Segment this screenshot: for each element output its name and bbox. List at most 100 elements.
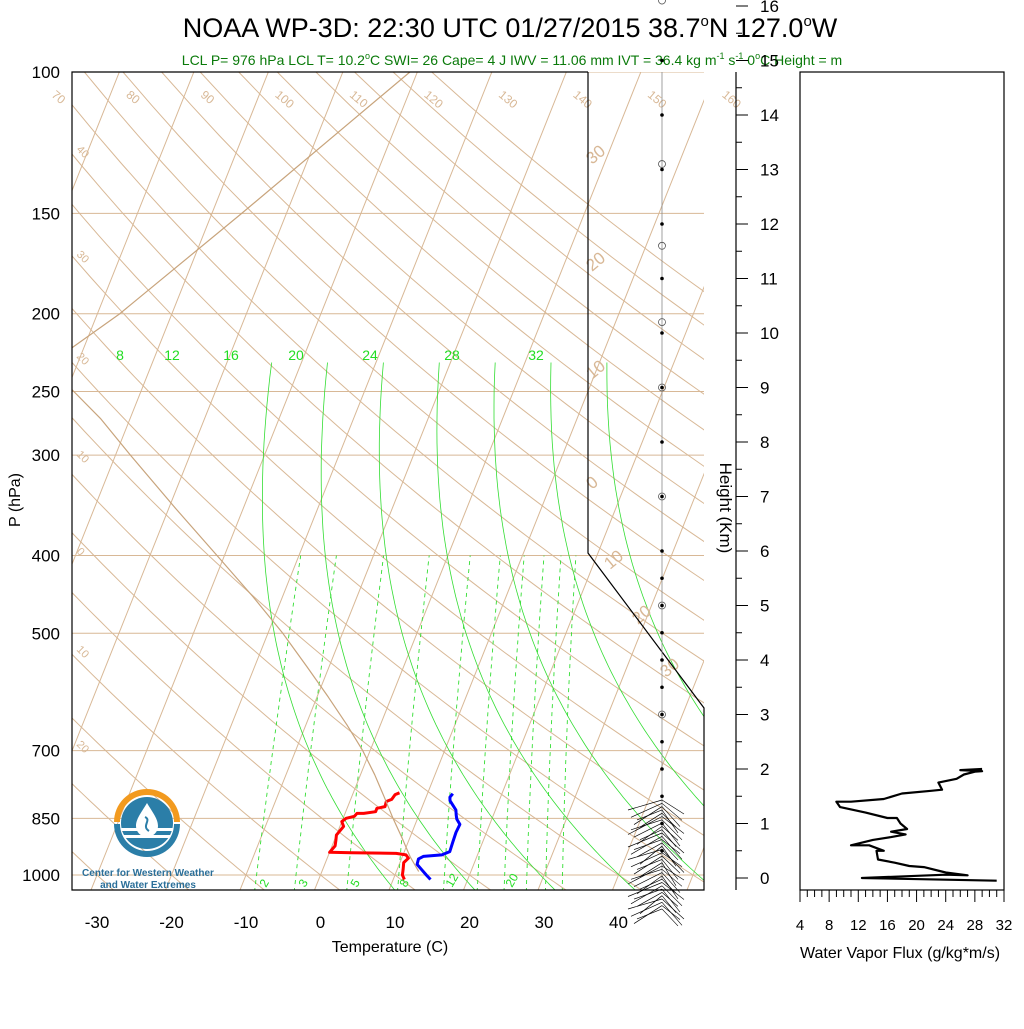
mixing-ratio-label-top: 32 (528, 347, 544, 363)
dewpoint-line (417, 794, 460, 880)
flux-tick-label: 28 (967, 917, 984, 934)
wind-dot (660, 740, 664, 744)
wind-barb (634, 840, 662, 850)
mixing-ratio-line (443, 556, 470, 893)
flux-tick-label: 32 (996, 917, 1013, 934)
dry-adiabat-line (123, 72, 1024, 892)
y-tick-label: 150 (32, 204, 60, 223)
dry-adiabat-line (0, 72, 645, 892)
dry-adiabat-line (0, 72, 418, 892)
y-axis-label: P (hPa) (7, 473, 24, 527)
chart-title-main: NOAA WP-3D: 22:30 UTC 01/27/2015 38.7 (183, 13, 701, 43)
isotherm-label-top: 80 (123, 88, 142, 108)
mixing-ratio-line (526, 556, 544, 893)
dry-adiabat-line (277, 72, 1024, 892)
height-tick-label: 12 (760, 215, 779, 234)
chart-subtitle: LCL P= 976 hPa LCL T= 10.2oC SWI= 26 Cap… (182, 51, 842, 68)
x-tick-label: -10 (234, 913, 259, 932)
dry-adiabat-line (393, 72, 1024, 892)
title-lon-degree: o (803, 13, 811, 30)
mixing-ratio-line (255, 556, 301, 893)
mixing-ratio-label-top: 28 (444, 347, 460, 363)
isotherm-line (90, 72, 417, 892)
cw3e-logo (114, 789, 180, 857)
isotherm-line (0, 72, 194, 892)
y-tick-label: 250 (32, 383, 60, 402)
flux-tick-label: 8 (825, 917, 833, 934)
height-tick-label: 15 (760, 52, 779, 71)
dry-adiabat-line (239, 72, 1024, 892)
dry-adiabat-line (7, 72, 1022, 892)
skewt-data (47, 72, 460, 880)
parcel-line (47, 72, 419, 872)
x-tick-label: -30 (85, 913, 110, 932)
mixing-ratio-label-top: 8 (116, 347, 124, 363)
isotherm-label-top: 140 (570, 88, 595, 112)
y-tick-label: 850 (32, 809, 60, 828)
isotherm-label-right: 30 (582, 141, 609, 168)
subtitle-part2: C SWI= 26 Cape= 4 J IWV = 11.06 mm IVT =… (370, 52, 717, 68)
isotherm-label-top: 160 (719, 88, 744, 112)
mixing-ratio-label-bottom: 3 (295, 876, 311, 889)
moist-line (379, 363, 557, 893)
isotherm-label-right: 10 (600, 546, 627, 573)
wind-dot (660, 794, 664, 798)
height-tick-label: 7 (760, 488, 769, 507)
height-tick-label: 1 (760, 815, 769, 834)
isotherm-label-left: 0 (74, 546, 87, 559)
wind-dot (660, 222, 664, 226)
wind-dot (660, 113, 664, 117)
isotherm-line (165, 72, 492, 892)
wind-barb (662, 850, 684, 873)
wind-barb (631, 902, 662, 916)
y-tick-label: 400 (32, 546, 60, 565)
y-tick-label: 300 (32, 446, 60, 465)
dry-adiabat-line (0, 72, 947, 892)
x-tick-label: 0 (316, 913, 325, 932)
x-tick-label: -20 (159, 913, 184, 932)
wind-barb (662, 853, 682, 867)
wind-dot (660, 658, 664, 662)
mixing-ratio-label-bottom: 12 (442, 871, 461, 890)
dry-adiabat-line (0, 72, 493, 892)
mixing-ratio-line (347, 556, 384, 893)
wind-calm-circle (659, 0, 666, 4)
title-lat-degree: o (701, 13, 709, 30)
height-tick-label: 13 (760, 161, 779, 180)
dry-adiabat-line (200, 72, 1024, 892)
logo-text-line2: and Water Extremes (100, 880, 196, 891)
height-tick-label: 5 (760, 597, 769, 616)
height-tick-label: 8 (760, 433, 769, 452)
height-tick-label: 0 (760, 869, 769, 888)
wind-dot (660, 549, 664, 553)
isotherm-label-right: 30 (656, 654, 683, 681)
mixing-ratio-label-bottom: 5 (347, 876, 363, 889)
height-tick-label: 11 (760, 270, 778, 289)
height-tick-label: 14 (760, 106, 779, 125)
wind-barb (631, 853, 662, 867)
dry-adiabat-line (84, 72, 1024, 892)
subtitle-part1: LCL P= 976 hPa LCL T= 10.2 (182, 52, 365, 68)
y-tick-label: 700 (32, 742, 60, 761)
mixing-ratio-label-bottom: 2 (256, 876, 272, 889)
isotherm-label-top: 120 (421, 88, 446, 112)
height-tick-label: 2 (760, 760, 769, 779)
isotherm-label-top: 90 (198, 88, 217, 108)
wind-dot (660, 277, 664, 281)
temperature-line (330, 793, 409, 880)
dry-adiabat-line (0, 72, 342, 892)
isotherm-label-left: 20 (74, 739, 91, 756)
chart-title: NOAA WP-3D: 22:30 UTC 01/27/2015 38.7oN … (183, 13, 838, 43)
title-lon-dir: W (812, 13, 838, 43)
isotherm-label-left: 30 (74, 249, 91, 266)
mixing-ratio-label-bottom: 20 (502, 871, 521, 890)
wind-barb (628, 833, 662, 847)
wind-barb (631, 869, 662, 879)
mixing-ratio-line (294, 556, 336, 893)
dry-adiabat-line (0, 72, 569, 892)
wind-dot (660, 168, 664, 172)
isotherm-label-right: 0 (582, 472, 601, 493)
